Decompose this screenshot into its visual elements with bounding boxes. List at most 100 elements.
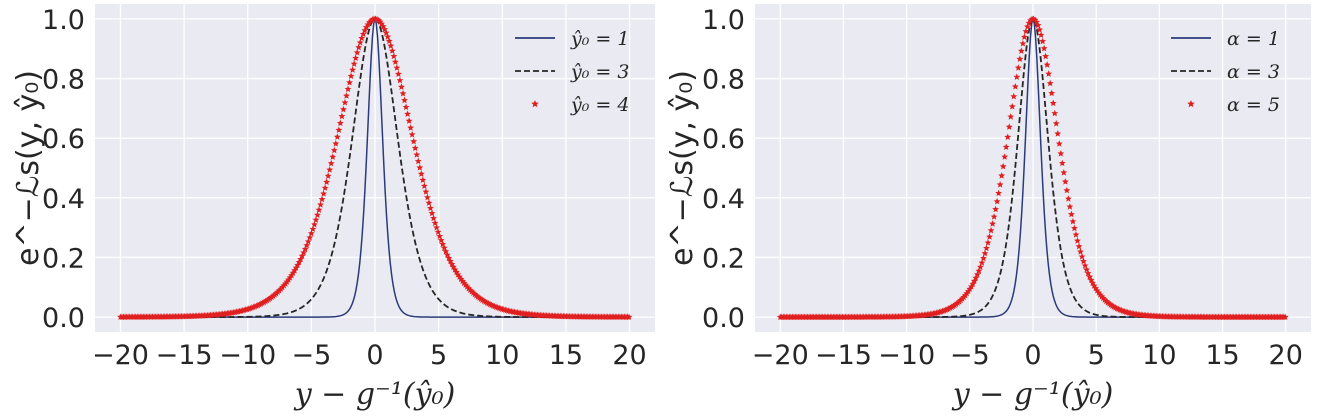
data-point: [1061, 178, 1069, 185]
legend-label: α = 5: [1227, 94, 1280, 116]
data-point: [1001, 153, 1009, 160]
data-point: [410, 137, 418, 145]
data-point: [983, 244, 990, 252]
data-point: [332, 140, 340, 147]
data-point: [301, 245, 309, 253]
data-point: [300, 249, 308, 256]
data-point: [1002, 143, 1010, 151]
right-chart-panel: 0.0 0.2 0.4 0.6 0.8 1.0 −20 −15 −10 −5 0 5 10 15 20 α =…: [665, 4, 1311, 412]
data-point: [990, 213, 998, 220]
data-point: [1078, 253, 1086, 260]
data-point: [416, 164, 424, 171]
data-point: [1055, 140, 1063, 147]
data-point: [402, 103, 410, 111]
data-point: [1004, 133, 1012, 141]
data-point: [1074, 237, 1081, 244]
data-point: [1046, 79, 1054, 87]
data-point: [304, 238, 312, 245]
data-point: [1051, 109, 1059, 117]
data-point: [1043, 61, 1051, 68]
data-point: [981, 249, 989, 257]
legend: α = 1 α = 3 α = 5: [1171, 28, 1280, 116]
data-point: [404, 110, 412, 117]
data-point: [391, 58, 399, 65]
data-point: [323, 178, 331, 186]
data-point: [625, 313, 633, 320]
data-point: [1040, 44, 1048, 52]
data-point: [989, 220, 996, 227]
data-point: [347, 72, 355, 80]
y-tick-label: 0.4: [42, 184, 85, 215]
data-point: [993, 197, 1001, 205]
data-point: [1064, 195, 1072, 202]
data-point: [1075, 242, 1083, 250]
data-point: [317, 201, 324, 208]
x-tick-label: −20: [752, 340, 809, 371]
legend: ŷ₀ = 1 ŷ₀ = 3 ŷ₀ = 4: [515, 28, 629, 116]
data-point: [398, 83, 405, 90]
y-tick-label: 0.2: [42, 243, 85, 274]
y-tick-label: 0.6: [702, 124, 745, 155]
data-point: [1011, 83, 1019, 90]
x-tick-label: 5: [1088, 340, 1105, 371]
data-point: [405, 117, 413, 124]
data-point: [309, 225, 317, 233]
y-tick-label: 1.0: [702, 5, 745, 36]
data-point: [1016, 55, 1024, 63]
legend-marker: [1187, 100, 1195, 108]
x-tick-label: −10: [219, 340, 276, 371]
data-point: [411, 144, 419, 152]
data-point: [1281, 313, 1289, 320]
data-point: [998, 172, 1006, 179]
data-point: [306, 234, 314, 241]
x-tick-label: 20: [612, 340, 646, 371]
data-point: [1020, 33, 1028, 40]
data-point: [393, 64, 401, 71]
data-point: [1060, 169, 1068, 176]
data-point: [407, 124, 415, 131]
data-point: [356, 39, 364, 46]
data-point: [970, 277, 978, 284]
data-point: [1063, 186, 1071, 194]
data-point: [978, 259, 986, 266]
data-point: [401, 96, 408, 104]
data-point: [358, 34, 366, 42]
y-tick-label: 1.0: [42, 5, 85, 36]
data-point: [349, 66, 357, 73]
y-tick-label: 0.8: [702, 65, 745, 96]
data-point: [1022, 27, 1030, 35]
data-point: [361, 26, 369, 34]
data-point: [422, 188, 430, 195]
data-point: [338, 112, 346, 120]
data-point: [424, 193, 431, 201]
legend-label: ŷ₀ = 3: [570, 61, 629, 83]
data-point: [977, 263, 984, 270]
data-point: [353, 49, 361, 56]
data-point: [1007, 113, 1015, 120]
legend-label: α = 3: [1227, 61, 1280, 83]
data-point: [359, 30, 367, 38]
data-point: [1058, 159, 1066, 167]
data-point: [1019, 40, 1027, 47]
data-point: [992, 205, 1000, 213]
data-point: [1036, 26, 1043, 33]
data-point: [312, 216, 320, 223]
data-point: [1024, 23, 1031, 30]
data-point: [414, 157, 422, 165]
data-point: [996, 181, 1004, 188]
data-point: [390, 52, 398, 60]
data-point: [1010, 92, 1018, 100]
data-point: [294, 261, 302, 269]
x-tick-label: −15: [815, 340, 872, 371]
data-point: [330, 146, 338, 154]
data-point: [1057, 150, 1065, 157]
data-point: [320, 190, 328, 197]
data-point: [315, 206, 323, 213]
data-point: [999, 162, 1007, 170]
data-point: [1077, 248, 1084, 255]
x-tick-label: 10: [485, 340, 519, 371]
x-tick-label: −15: [156, 340, 213, 371]
data-point: [973, 271, 981, 278]
data-point: [344, 85, 352, 93]
